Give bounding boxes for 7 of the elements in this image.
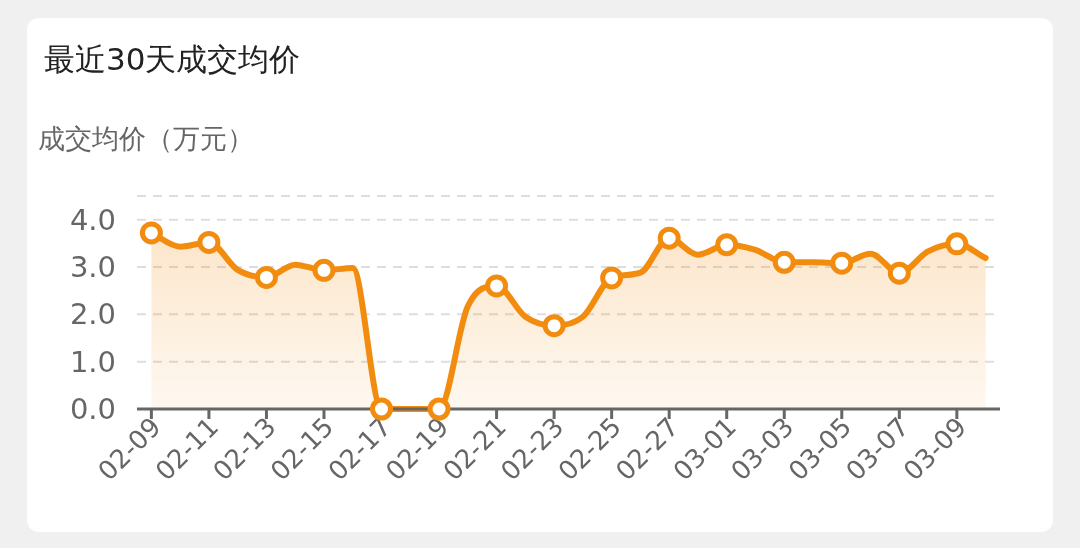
y-axis-title: 成交均价（万元） <box>38 123 254 154</box>
y-tick-label: 4.0 <box>69 202 116 237</box>
y-tick-label: 0.0 <box>69 392 116 426</box>
chart-title: 最近30天成交均价 <box>44 41 301 77</box>
y-tick-label: 3.0 <box>69 250 116 284</box>
y-tick-label: 2.0 <box>69 297 116 332</box>
y-tick-label: 1.0 <box>69 344 116 379</box>
